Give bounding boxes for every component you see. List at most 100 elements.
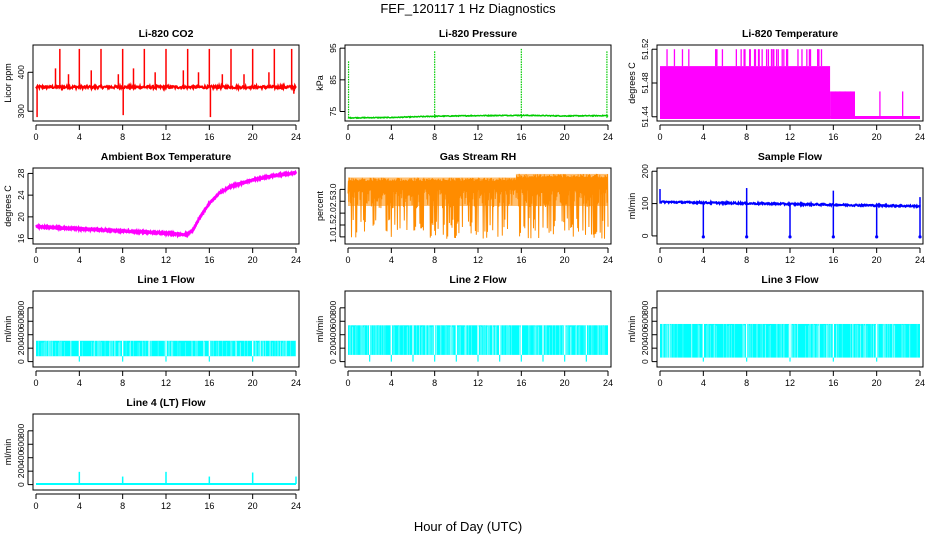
dip-point [875,235,879,239]
y-axis-label: ml/min [627,316,637,343]
y-tick-label: 200 [640,164,650,178]
y-tick-label: 800 [16,300,26,314]
plot-frame [32,44,300,122]
y-tick-label: 0 [640,233,650,238]
plot-frame [656,290,924,368]
y-axis-label: ml/min [3,439,13,466]
x-tick-label: 8 [744,378,749,388]
x-tick-label: 12 [161,255,171,265]
y-tick-label: 800 [640,300,650,314]
plot-frame [344,44,612,122]
x-tick-label: 8 [432,132,437,142]
plot-frame [344,290,612,368]
panel-title: Ambient Box Temperature [101,151,232,163]
x-tick-label: 24 [603,132,613,142]
series-line [347,113,609,120]
x-tick-label: 0 [345,132,350,142]
x-tick-label: 4 [77,132,82,142]
y-tick-label: 1.0 [328,231,338,243]
x-tick-label: 16 [828,378,838,388]
x-tick-label: 24 [915,255,925,265]
x-tick-label: 4 [77,255,82,265]
x-tick-label: 12 [161,132,171,142]
series-line [35,169,298,239]
y-tick-label: 95 [328,43,338,53]
x-tick-label: 0 [33,378,38,388]
y-axis-label: kPa [315,75,325,91]
y-axis-label: ml/min [315,316,325,343]
series-line [35,170,297,239]
x-tick-label: 4 [77,378,82,388]
x-tick-label: 0 [657,132,662,142]
y-tick-label: 400 [328,327,338,341]
y-tick-label: 0 [640,359,650,364]
x-tick-label: 12 [161,378,171,388]
x-tick-label: 8 [744,255,749,265]
x-tick-label: 0 [33,501,38,511]
x-tick-label: 12 [473,132,483,142]
y-tick-label: 0 [16,482,26,487]
y-tick-label: 300 [16,104,26,118]
panel-title: Gas Stream RH [440,151,516,163]
y-tick-label: 51.48 [640,72,650,94]
panel-7: Line 1 Flow ml/min 0 4 8 12 16 20 24 0 20040060080… [3,274,301,388]
y-tick-label: 100 [640,196,650,210]
x-tick-label: 4 [389,378,394,388]
x-tick-label: 20 [872,255,882,265]
x-tick-label: 4 [389,132,394,142]
panel-title: Li-820 CO2 [139,28,194,40]
x-tick-label: 12 [161,501,171,511]
figure-title: FEF_120117 1 Hz Diagnostics [380,1,556,16]
panel-6: Sample Flow ml/min 0 4 8 12 16 20 24 0 100 200 [627,151,925,265]
dip-point [831,235,835,239]
x-tick-label: 24 [915,378,925,388]
panel-9: Line 3 Flow ml/min 0 4 8 12 16 20 24 0 20040060080… [627,274,925,388]
x-tick-label: 8 [432,378,437,388]
x-tick-label: 16 [516,132,526,142]
panel-title: Sample Flow [758,151,823,163]
y-tick-label: 1.5 [328,219,338,231]
x-tick-label: 16 [204,255,214,265]
level-block [855,116,920,119]
x-tick-label: 20 [248,378,258,388]
y-axis-label: degrees C [3,185,13,227]
y-tick-label: 400 [16,327,26,341]
x-tick-label: 16 [204,501,214,511]
y-tick-label: 20 [16,212,26,222]
x-tick-label: 20 [248,255,258,265]
y-tick-label: 2.5 [328,195,338,207]
y-tick-label: 28 [16,168,26,178]
panel-title: Line 1 Flow [137,274,195,286]
x-tick-label: 24 [603,378,613,388]
level-block [660,66,831,119]
series-band-late [515,173,608,178]
y-tick-label: 200 [328,341,338,355]
y-axis-label: Licor ppm [3,63,13,103]
plot-frame [32,167,300,245]
y-tick-label: 600 [16,314,26,328]
x-tick-label: 4 [701,255,706,265]
x-tick-label: 4 [77,501,82,511]
y-tick-label: 600 [640,314,650,328]
panel-title: Li-820 Pressure [439,28,517,40]
y-tick-label: 51.52 [640,38,650,60]
x-tick-label: 24 [291,255,301,265]
x-tick-label: 20 [560,255,570,265]
panel-10: Line 4 (LT) Flow ml/min 0 4 8 12 16 20 24 0 200400… [3,397,301,511]
panel-1: Li-820 CO2 Licor ppm 0 4 8 12 16 20 24 300 400 [3,28,301,142]
x-tick-label: 4 [389,255,394,265]
x-tick-label: 24 [291,378,301,388]
x-tick-label: 20 [872,132,882,142]
y-tick-label: 400 [640,327,650,341]
series-band [348,177,608,206]
x-tick-label: 8 [744,132,749,142]
y-tick-label: 51.44 [640,106,650,128]
x-tick-label: 4 [701,378,706,388]
dip-point [701,235,705,239]
plot-frame [656,167,924,245]
x-tick-label: 20 [560,132,570,142]
x-tick-label: 12 [473,378,483,388]
figure-xlabel: Hour of Day (UTC) [414,519,522,534]
y-tick-label: 800 [328,300,338,314]
x-tick-label: 20 [248,501,258,511]
